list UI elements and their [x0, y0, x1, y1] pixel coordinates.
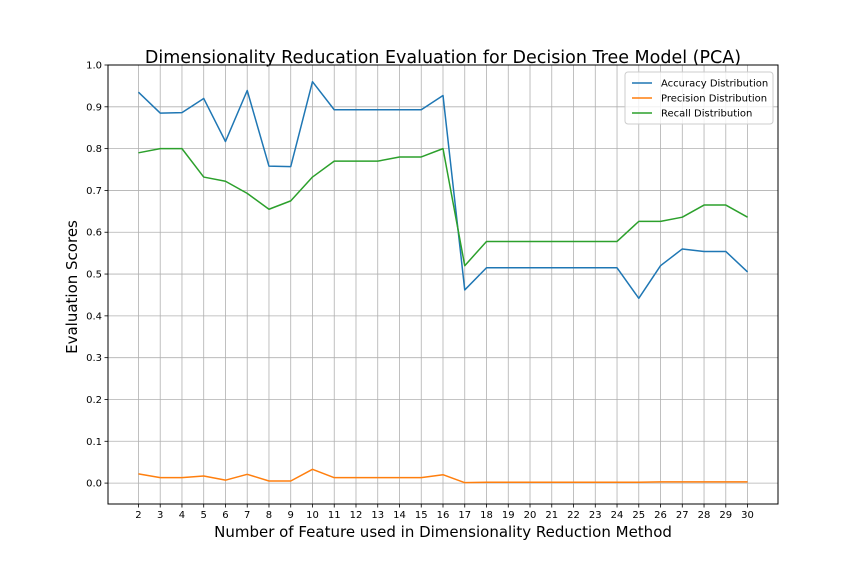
x-tick-label: 25 [632, 510, 645, 521]
y-axis-ticks: 0.0 0.1 0.2 0.3 0.4 0.5 0.6 0.7 0.8 0.9 1.0 [86, 61, 108, 490]
x-axis-ticks: 2 3 4 5 6 7 8 9 10 11 12 13 14 15 16 17 18 19 20 21 22 23 24 25… [135, 504, 754, 521]
x-tick-label: 12 [350, 510, 363, 521]
grid-lines [108, 64, 778, 504]
chart-title: Dimensionality Reducation Evaluation for… [145, 48, 741, 68]
legend-precision-label: Precision Distribution [661, 94, 767, 105]
legend-recall-label: Recall Distribution [661, 109, 752, 120]
y-tick-label: 0.9 [86, 102, 102, 113]
x-tick-label: 14 [393, 510, 406, 521]
y-tick-label: 0.5 [86, 270, 102, 281]
precision-line [138, 468, 748, 484]
x-tick-label: 3 [157, 510, 163, 521]
x-tick-label: 30 [741, 510, 754, 521]
x-tick-label: 11 [328, 510, 341, 521]
accuracy-line [137, 80, 749, 300]
x-tick-label: 10 [306, 510, 319, 521]
y-tick-label: 0.0 [86, 479, 102, 490]
y-tick-label: 0.2 [86, 395, 102, 406]
y-tick-label: 1.0 [86, 61, 102, 72]
x-tick-label: 13 [371, 510, 384, 521]
legend: Accuracy Distribution Precision Distribu… [624, 71, 774, 125]
x-tick-label: 24 [611, 510, 624, 521]
y-axis-label: Evaluation Scores [63, 220, 81, 354]
x-tick-label: 22 [567, 510, 580, 521]
x-tick-label: 6 [222, 510, 228, 521]
x-tick-label: 4 [179, 510, 185, 521]
y-tick-label: 0.6 [86, 228, 102, 239]
x-tick-label: 18 [480, 510, 493, 521]
y-tick-label: 0.3 [86, 353, 102, 364]
recall-line [138, 147, 748, 267]
data-series [137, 80, 749, 484]
x-tick-label: 21 [545, 510, 558, 521]
x-axis-label: Number of Feature used in Dimensionality… [214, 523, 672, 541]
legend-accuracy-label: Accuracy Distribution [661, 79, 768, 90]
x-tick-label: 19 [502, 510, 515, 521]
x-tick-label: 20 [524, 510, 537, 521]
x-tick-label: 17 [458, 510, 471, 521]
x-tick-label: 2 [135, 510, 141, 521]
y-tick-label: 0.1 [86, 437, 102, 448]
x-tick-label: 9 [288, 510, 294, 521]
x-tick-label: 5 [201, 510, 207, 521]
x-tick-label: 7 [244, 510, 250, 521]
y-tick-label: 0.8 [86, 144, 102, 155]
x-tick-label: 8 [266, 510, 272, 521]
x-tick-label: 27 [676, 510, 689, 521]
x-tick-label: 29 [719, 510, 732, 521]
x-tick-label: 28 [698, 510, 711, 521]
x-tick-label: 16 [437, 510, 450, 521]
y-tick-label: 0.4 [86, 311, 102, 322]
y-tick-label: 0.7 [86, 186, 102, 197]
x-tick-label: 26 [654, 510, 667, 521]
x-tick-label: 15 [415, 510, 428, 521]
x-tick-label: 23 [589, 510, 602, 521]
legend-box [624, 71, 774, 125]
